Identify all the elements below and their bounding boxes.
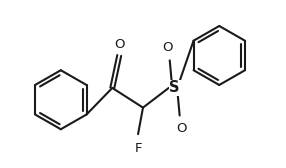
Text: O: O — [162, 40, 173, 54]
Text: F: F — [134, 142, 142, 155]
Text: O: O — [114, 38, 124, 51]
Text: S: S — [169, 80, 180, 95]
Text: O: O — [176, 122, 187, 135]
